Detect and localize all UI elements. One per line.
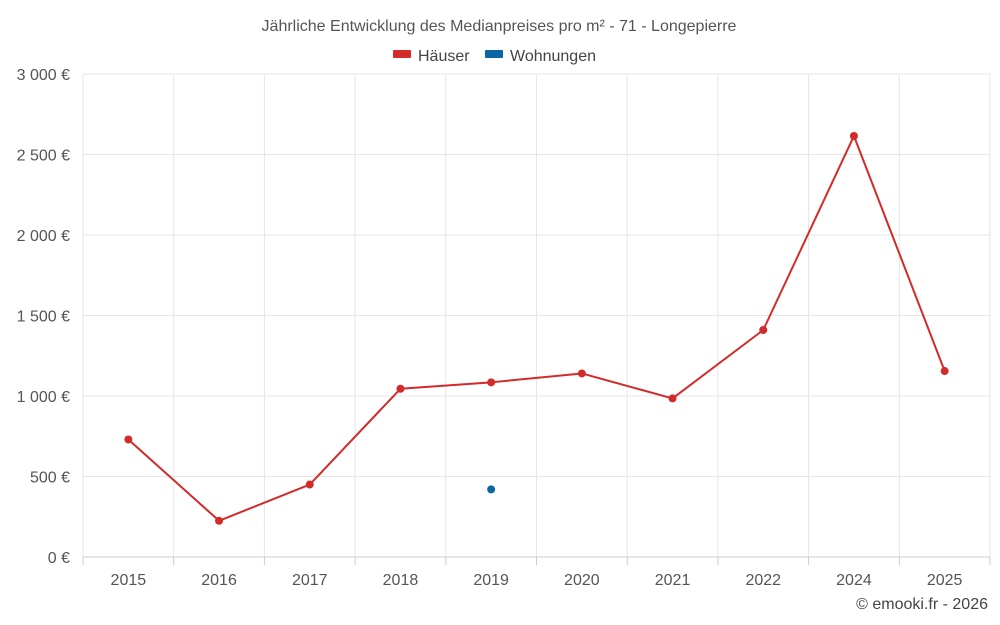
x-tick-label: 2017 (292, 572, 328, 589)
y-tick-label: 2 500 € (17, 148, 70, 165)
x-tick-label: 2021 (655, 572, 691, 589)
y-tick-label: 500 € (30, 470, 70, 487)
grid (82, 73, 991, 557)
data-point-0-2019[interactable] (487, 378, 496, 387)
data-point-0-2024[interactable] (849, 131, 858, 140)
series (124, 131, 949, 525)
data-point-0-2020[interactable] (577, 369, 586, 378)
y-tick-label: 1 000 € (17, 389, 70, 406)
legend-swatch-haeuser (393, 50, 411, 58)
x-tick-label: 2019 (473, 572, 509, 589)
data-point-0-2017[interactable] (305, 480, 314, 489)
legend-item-haeuser[interactable]: Häuser (393, 48, 470, 65)
y-tick-label: 0 € (48, 550, 70, 567)
x-tick-label: 2024 (836, 572, 872, 589)
chart-title: Jährliche Entwicklung des Medianpreises … (262, 18, 737, 35)
legend-swatch-wohnungen (485, 50, 503, 58)
legend: Häuser Wohnungen (393, 48, 596, 65)
data-point-0-2015[interactable] (124, 435, 133, 444)
x-axis: 2015 2016 2017 2018 2019 2020 2021 2022 2024 2025 (82, 556, 991, 589)
y-tick-label: 3 000 € (17, 67, 70, 84)
data-point-0-2016[interactable] (215, 516, 224, 525)
y-axis: 0 € 500 € 1 000 € 1 500 € 2 000 € 2 500 € 3 00… (17, 67, 70, 567)
x-tick-label: 2015 (111, 572, 147, 589)
x-tick-label: 2025 (927, 572, 963, 589)
x-tick-label: 2022 (745, 572, 781, 589)
data-point-1-2019[interactable] (487, 485, 496, 494)
data-point-0-2021[interactable] (668, 394, 677, 403)
data-point-0-2022[interactable] (759, 325, 768, 334)
x-tick-label: 2016 (201, 572, 237, 589)
legend-item-wohnungen[interactable]: Wohnungen (485, 48, 596, 65)
y-tick-label: 1 500 € (17, 309, 70, 326)
y-tick-label: 2 000 € (17, 228, 70, 245)
credit-text: © emooki.fr - 2026 (856, 596, 988, 613)
legend-label-haeuser: Häuser (418, 48, 470, 65)
legend-label-wohnungen: Wohnungen (510, 48, 596, 65)
x-tick-label: 2018 (383, 572, 419, 589)
data-point-0-2018[interactable] (396, 384, 405, 393)
data-point-0-2025[interactable] (940, 367, 949, 376)
x-tick-label: 2020 (564, 572, 600, 589)
series-line-0 (127, 134, 946, 522)
